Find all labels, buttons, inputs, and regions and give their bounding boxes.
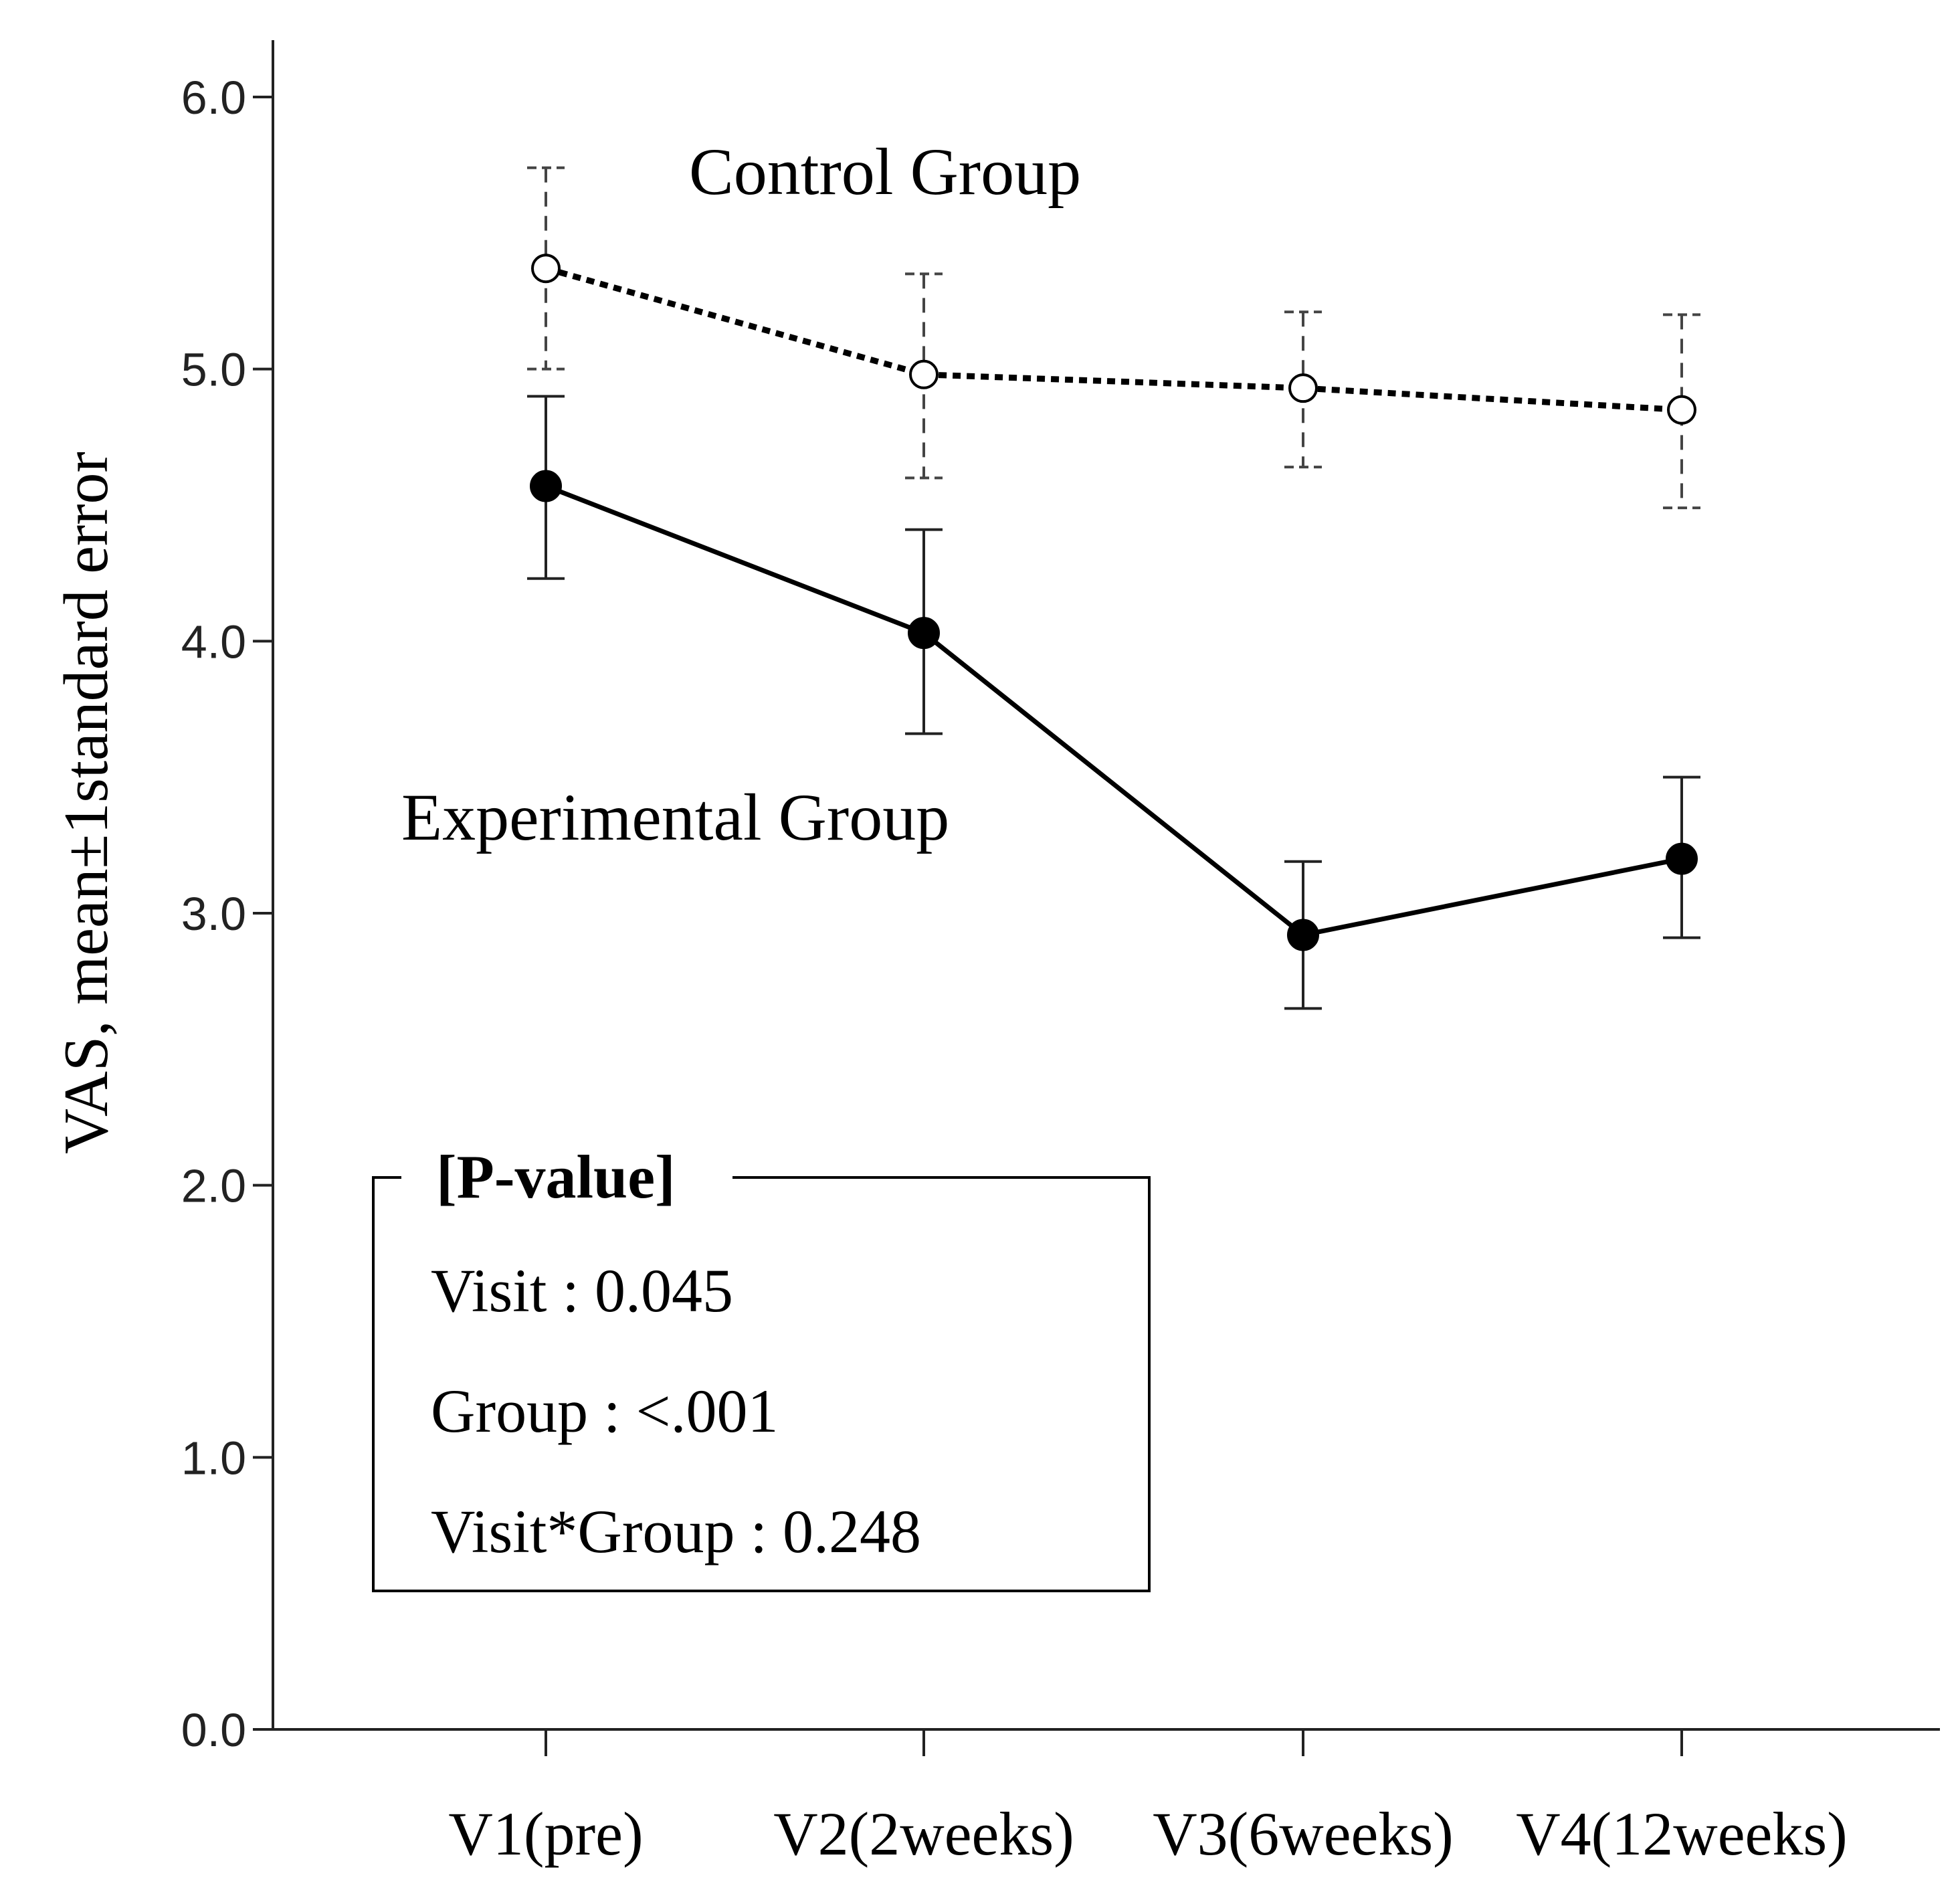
y-tick-label: 3.0 [181, 888, 246, 940]
x-tick-label: V1(pre) [448, 1800, 643, 1868]
data-point-control [909, 359, 939, 389]
data-point-experimental [908, 617, 940, 650]
y-axis-label: VAS, mean±1standard error [52, 452, 121, 1154]
data-point-control [1667, 395, 1696, 425]
y-tick-label: 0.0 [181, 1704, 246, 1756]
p-value-title: [P-value] [436, 1143, 676, 1211]
x-tick-label: V4(12weeks) [1516, 1800, 1848, 1868]
x-tick-label: V3(6weeks) [1153, 1800, 1454, 1868]
series-label-experimental: Experimental Group [401, 780, 949, 854]
y-tick-label: 5.0 [181, 344, 246, 396]
data-point-experimental [1666, 842, 1698, 875]
data-point-experimental [530, 470, 562, 502]
series-line-experimental [545, 484, 1682, 938]
series-label-control: Control Group [689, 134, 1081, 209]
y-tick-label: 2.0 [181, 1160, 246, 1212]
y-tick-label: 1.0 [181, 1432, 246, 1484]
y-tick-label: 6.0 [181, 72, 246, 124]
y-tick-label: 4.0 [181, 615, 246, 668]
series-control [527, 166, 1700, 510]
y-ticks: 0.0 1.0 2.0 3.0 4.0 5.0 6.0 [181, 72, 273, 1756]
p-value-group: Group : <.001 [431, 1377, 779, 1445]
x-ticks: V1(pre) V2(2weeks) V3(6weeks) V4(12weeks) [448, 1729, 1848, 1868]
data-point-experimental [1287, 919, 1319, 951]
data-point-control [531, 254, 561, 284]
data-point-control [1288, 373, 1318, 403]
x-tick-label: V2(2weeks) [773, 1800, 1074, 1868]
series-layer [527, 166, 1700, 1010]
p-value-interaction: Visit*Group : 0.248 [431, 1497, 921, 1565]
p-value-box-border [372, 1176, 1151, 1592]
series-experimental [527, 395, 1700, 1010]
p-value-box: [P-value] Visit : 0.045 Group : <.001 Vi… [372, 1143, 1151, 1592]
p-value-visit: Visit : 0.045 [431, 1256, 733, 1325]
series-line-control [545, 265, 1682, 413]
axes [272, 40, 1940, 1731]
